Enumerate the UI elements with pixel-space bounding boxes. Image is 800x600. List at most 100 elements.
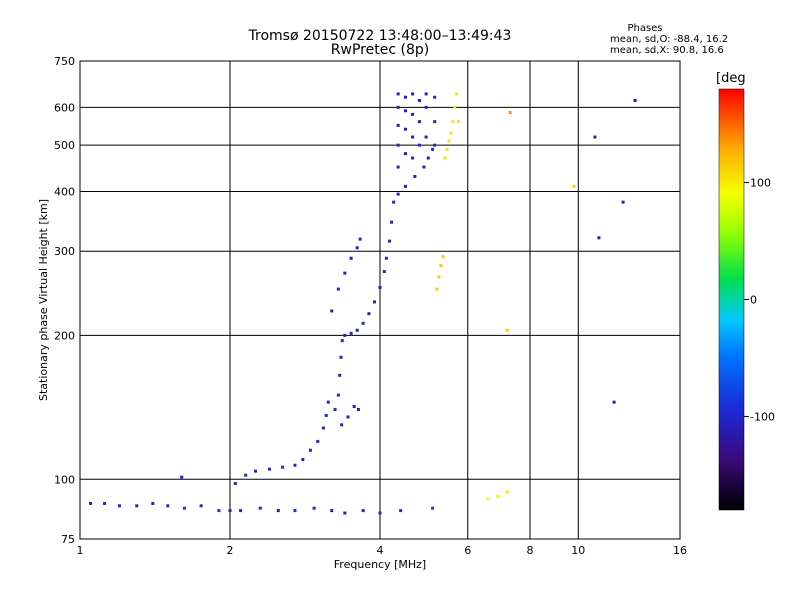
- data-point: [355, 328, 359, 332]
- data-point: [455, 92, 459, 96]
- y-tick-label: 200: [54, 329, 75, 342]
- data-point: [396, 165, 400, 169]
- data-point: [443, 156, 447, 160]
- data-point: [433, 143, 437, 147]
- data-point: [182, 506, 186, 510]
- data-point: [451, 120, 455, 124]
- x-tick-label: 8: [527, 544, 534, 557]
- data-point: [89, 501, 93, 505]
- data-point: [276, 509, 280, 513]
- data-point: [324, 413, 328, 417]
- data-point: [433, 120, 437, 124]
- data-point: [199, 504, 203, 508]
- data-point: [392, 200, 396, 204]
- data-point: [447, 139, 451, 143]
- data-point: [293, 509, 297, 513]
- data-point: [352, 404, 356, 408]
- data-point: [411, 156, 415, 160]
- data-point: [424, 135, 428, 139]
- x-tick-label: 1: [77, 544, 84, 557]
- data-point: [403, 152, 407, 156]
- data-point: [411, 92, 415, 96]
- data-point: [597, 236, 601, 240]
- data-point: [505, 490, 509, 494]
- x-tick-labels: 1 2 4 6 8 10 16: [77, 544, 688, 557]
- x-tick-label: 2: [227, 544, 234, 557]
- data-point: [166, 504, 170, 508]
- data-point: [103, 501, 107, 505]
- y-tick-label: 75: [61, 533, 75, 546]
- stats-line-x: mean, sd,X: 90.8, 16.6: [610, 45, 724, 56]
- data-point: [233, 481, 237, 485]
- colorbar-ticks: 100 0 -100: [744, 177, 775, 423]
- data-point: [505, 328, 509, 332]
- y-tick-label: 100: [54, 473, 75, 486]
- data-point: [244, 473, 248, 477]
- data-point: [433, 95, 437, 99]
- data-point: [267, 467, 271, 471]
- data-point: [612, 400, 616, 404]
- data-point: [413, 174, 417, 178]
- data-point: [330, 509, 334, 513]
- y-tick-label: 500: [54, 139, 75, 152]
- data-point: [449, 131, 453, 135]
- data-point: [426, 156, 430, 160]
- data-point: [572, 184, 576, 188]
- data-point: [424, 105, 428, 109]
- data-point: [382, 270, 386, 274]
- data-point: [346, 415, 350, 419]
- data-point: [378, 285, 382, 289]
- data-point: [378, 511, 382, 515]
- data-point: [403, 95, 407, 99]
- data-point: [439, 264, 443, 268]
- data-point: [399, 509, 403, 513]
- data-point: [258, 506, 262, 510]
- data-point: [293, 463, 297, 467]
- data-point: [358, 237, 362, 241]
- data-point: [437, 275, 441, 279]
- data-point: [336, 393, 340, 397]
- data-point: [339, 355, 343, 359]
- data-point: [336, 287, 340, 291]
- data-point: [180, 475, 184, 479]
- data-point: [435, 287, 439, 291]
- data-point: [253, 469, 257, 473]
- data-point: [417, 143, 421, 147]
- x-tick-label: 16: [673, 544, 687, 557]
- data-point: [431, 506, 435, 510]
- data-point: [388, 239, 392, 243]
- data-point: [308, 448, 312, 452]
- data-point: [593, 135, 597, 139]
- data-point: [356, 407, 360, 411]
- colorbar-tick-label: 0: [750, 294, 757, 307]
- data-point: [411, 135, 415, 139]
- y-tick-label: 400: [54, 185, 75, 198]
- data-points: [89, 92, 637, 515]
- data-point: [453, 105, 457, 109]
- data-point: [367, 312, 371, 316]
- data-point: [441, 255, 445, 259]
- data-point: [333, 407, 337, 411]
- stats-line-o: mean, sd,O: -88.4, 16.2: [610, 34, 728, 45]
- data-point: [486, 497, 490, 501]
- y-axis-label: Stationary phase Virtual Height [km]: [37, 199, 50, 401]
- data-point: [343, 271, 347, 275]
- data-point: [373, 300, 377, 304]
- data-point: [228, 509, 232, 513]
- data-point: [312, 506, 316, 510]
- colorbar: [718, 88, 745, 511]
- x-tick-label: 4: [377, 544, 384, 557]
- y-tick-label: 300: [54, 245, 75, 258]
- data-point: [417, 120, 421, 124]
- stats-title: Phases: [627, 23, 662, 34]
- colorbar-tick-label: -100: [750, 410, 775, 423]
- data-point: [316, 439, 320, 443]
- data-point: [343, 333, 347, 337]
- data-point: [411, 112, 415, 116]
- data-point: [457, 120, 461, 124]
- data-point: [508, 111, 512, 115]
- data-point: [217, 509, 221, 513]
- x-tick-label: 10: [571, 544, 585, 557]
- data-point: [396, 143, 400, 147]
- data-point: [330, 309, 334, 313]
